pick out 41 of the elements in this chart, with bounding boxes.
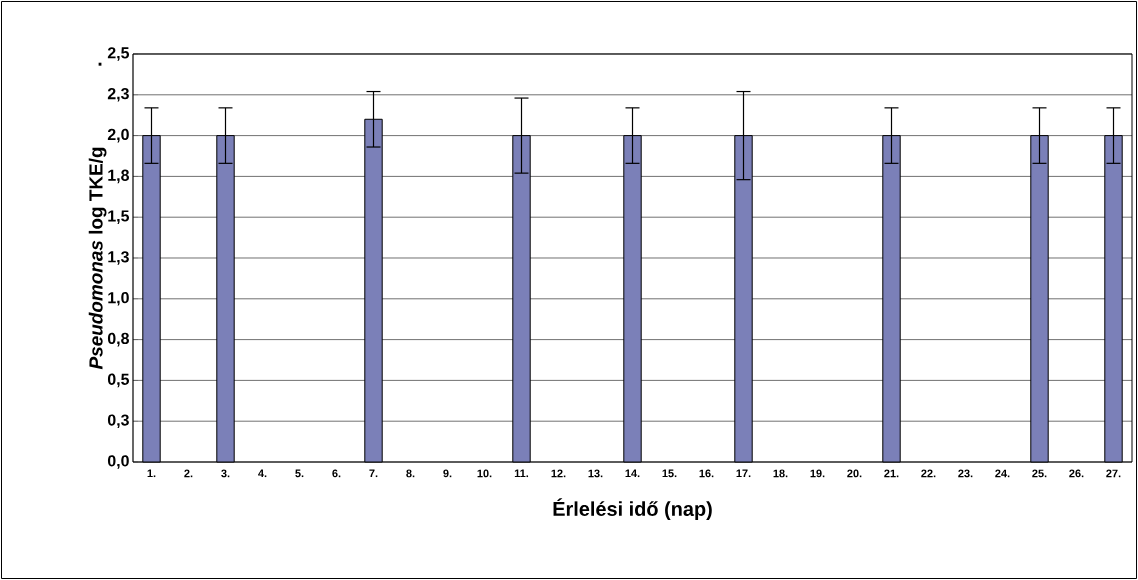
y-tick-label: 0,8 xyxy=(107,332,129,347)
x-tick-label: 15. xyxy=(662,469,677,478)
y-axis-title: Pseudomonas log TKE/g xyxy=(88,147,107,370)
x-tick-label: 16. xyxy=(699,469,714,478)
y-tick-label: 1,5 xyxy=(108,210,130,224)
text: . xyxy=(98,62,102,66)
x-tick-label: 25. xyxy=(1032,469,1047,478)
x-tick-label: 12. xyxy=(551,469,566,478)
y-tick-label: 1,3 xyxy=(108,251,129,265)
x-tick-label: 26. xyxy=(1069,469,1084,478)
x-tick-label: 6. xyxy=(332,469,341,478)
x-tick-label: 17. xyxy=(736,469,751,478)
x-tick-label: 22. xyxy=(921,469,936,478)
x-tick-label: 13. xyxy=(588,469,603,478)
x-tick-label: 14. xyxy=(625,469,640,478)
y-tick-label: 2,5 xyxy=(107,47,130,61)
x-tick-label: 4. xyxy=(258,469,267,478)
x-tick-label: 21. xyxy=(884,469,899,478)
y-tick-label: 2,0 xyxy=(107,128,129,143)
y-tick-label: 0,0 xyxy=(107,455,129,469)
x-tick-label: 11. xyxy=(514,469,529,478)
x-tick-label: 2. xyxy=(184,469,193,478)
y-tick-label: 1,8 xyxy=(108,169,129,184)
x-tick-label: 20. xyxy=(847,469,862,478)
x-tick-label: 5. xyxy=(295,469,304,478)
x-tick-label: 3. xyxy=(221,469,230,478)
x-tick-label: 19. xyxy=(810,469,825,478)
y-tick-label: 2,3 xyxy=(107,88,129,102)
x-tick-label: 23. xyxy=(958,469,973,478)
x-tick-label: 18. xyxy=(773,469,788,478)
x-tick-label: 8. xyxy=(406,469,415,478)
x-tick-label: 27. xyxy=(1106,469,1121,478)
y-tick-label: 1,0 xyxy=(108,292,129,306)
x-tick-label: 1. xyxy=(147,469,156,478)
x-tick-label: 10. xyxy=(477,469,492,478)
x-tick-label: 9. xyxy=(443,469,452,478)
x-axis-title: Érlelési idő (nap) xyxy=(553,498,712,520)
y-tick-label: 0,3 xyxy=(107,414,129,428)
x-tick-label: 24. xyxy=(995,469,1010,478)
x-tick-label: 7. xyxy=(369,469,378,478)
y-tick-label: 0,5 xyxy=(107,373,130,388)
